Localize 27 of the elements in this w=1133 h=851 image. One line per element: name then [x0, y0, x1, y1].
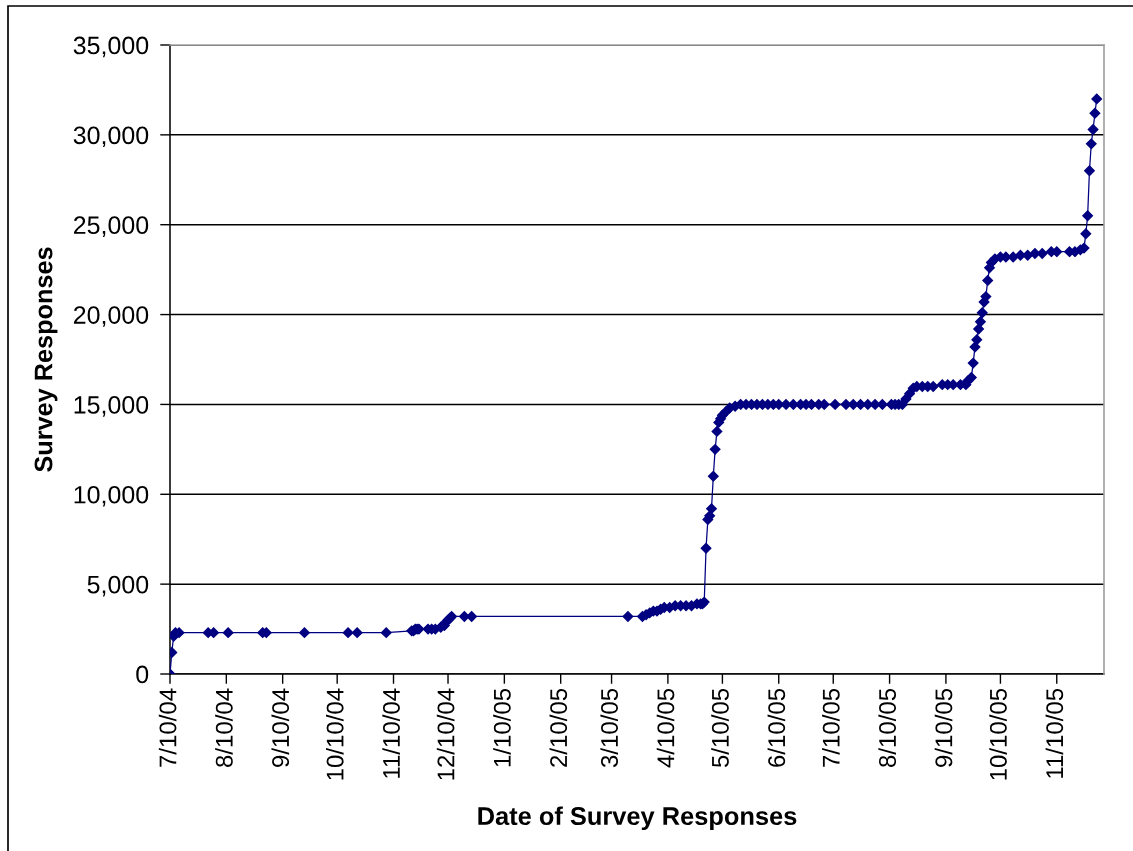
y-tick-label: 0 [136, 665, 149, 684]
x-tick-label: 8/10/04 [215, 688, 233, 767]
y-tick-label: 25,000 [73, 216, 149, 237]
x-tick-label: 1/10/05 [493, 688, 511, 767]
x-tick-label: 9/10/04 [271, 688, 290, 767]
x-tick-label: 7/10/04 [158, 688, 177, 767]
x-tick-label: 8/10/05 [878, 688, 897, 767]
x-tick-label: 6/10/05 [767, 688, 786, 767]
y-tick-label: 10,000 [74, 485, 149, 507]
x-tick-label: 12/10/04 [436, 688, 455, 780]
x-tick-label: 3/10/05 [600, 688, 619, 768]
x-tick-label: 7/10/05 [822, 688, 840, 767]
y-axis-title: Survey Responses [34, 247, 58, 472]
x-tick-label: 4/10/05 [656, 688, 675, 768]
x-tick-label: 9/10/05 [934, 688, 953, 767]
y-tick-label: 5,000 [87, 575, 149, 597]
x-tick-label: 2/10/05 [549, 688, 568, 767]
x-tick-label: 5/10/05 [711, 688, 729, 768]
y-tick-label: 35,000 [73, 36, 149, 58]
x-tick-label: 11/10/05 [1045, 688, 1064, 778]
x-tick-label: 10/10/05 [989, 688, 1007, 780]
x-tick-label: 11/10/04 [382, 688, 400, 778]
y-tick-label: 30,000 [73, 126, 149, 148]
y-tick-label: 15,000 [74, 396, 149, 417]
x-tick-label: 10/10/04 [325, 688, 344, 780]
y-tick-label: 20,000 [73, 306, 149, 327]
x-axis-title: Date of Survey Responses [478, 806, 797, 831]
